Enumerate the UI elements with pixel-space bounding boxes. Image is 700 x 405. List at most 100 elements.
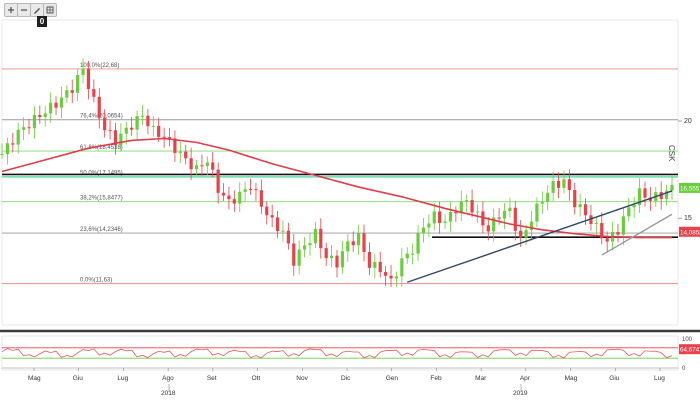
candle-body <box>135 116 139 130</box>
candle-body <box>583 204 588 216</box>
time-label: Ott <box>252 375 261 382</box>
time-label: Ago <box>162 375 174 382</box>
zoom-in-button[interactable] <box>4 3 18 17</box>
candle-body <box>259 190 263 207</box>
candle-body <box>32 114 37 129</box>
candle-body <box>292 243 296 266</box>
fib-level-label: 0,0%(11,63) <box>80 278 112 284</box>
candle-body <box>346 241 350 252</box>
candle-body <box>70 90 74 93</box>
candle-body <box>524 230 528 238</box>
candle-body <box>130 127 134 130</box>
candle-body <box>324 248 328 259</box>
zoom-out-button[interactable] <box>17 3 31 17</box>
candle-body <box>340 251 345 268</box>
candle-body <box>594 223 598 225</box>
candle-body <box>562 179 566 188</box>
candle-body <box>59 97 64 108</box>
candle-body <box>367 251 372 268</box>
fib-level-label: 61,8%(18,4538) <box>80 145 123 151</box>
price-tag-label: 16,555 <box>680 185 700 192</box>
candle-body <box>265 206 269 216</box>
candle-body <box>286 230 290 244</box>
candle-body <box>238 191 242 204</box>
candle-body <box>556 180 561 188</box>
candle-body <box>621 216 625 235</box>
candle-body <box>416 233 420 254</box>
candle-body <box>81 68 85 76</box>
moving-average-line <box>1 137 672 239</box>
candle-body <box>270 215 274 218</box>
candle-body <box>421 227 426 234</box>
candle-body <box>551 180 555 193</box>
candle-body <box>178 151 182 153</box>
candle-body <box>157 125 161 137</box>
trendline <box>601 213 673 256</box>
candle-body <box>319 228 323 249</box>
candle-body <box>308 243 312 246</box>
candle-body <box>103 117 107 131</box>
draw-button[interactable] <box>30 3 44 17</box>
candle-body <box>281 230 285 232</box>
candle-body <box>632 204 636 208</box>
candle-body <box>108 130 112 132</box>
pencil-icon <box>34 8 40 14</box>
candle-body <box>5 143 10 155</box>
candle-body <box>529 221 534 231</box>
year-label: 2018 <box>161 390 176 397</box>
candle-body <box>216 169 220 193</box>
candle-body <box>49 102 53 114</box>
candle-body <box>378 261 382 273</box>
candle-body <box>459 201 463 214</box>
candle-body <box>357 233 361 246</box>
candle-body <box>189 158 193 170</box>
price-tag <box>679 226 700 237</box>
candle-body <box>400 258 404 277</box>
candle-body <box>513 207 517 231</box>
candle-body <box>578 204 582 208</box>
candle-body <box>384 272 388 276</box>
candle-body <box>92 89 96 97</box>
y-tick-label: 20 <box>684 118 692 125</box>
price-tag-label: 14,0858 <box>680 229 700 236</box>
candle-body <box>502 211 507 219</box>
candle-body <box>302 245 307 250</box>
candle-body <box>443 221 447 224</box>
candle-body <box>540 201 544 204</box>
rsi-tick-label: 100 <box>682 337 693 343</box>
candle-body <box>648 197 652 201</box>
time-label: Giu <box>73 375 84 382</box>
grid-button[interactable] <box>43 3 57 17</box>
fib-level-label: 50,0%(17,1495) <box>80 170 123 176</box>
candle-body <box>492 217 496 232</box>
candle-body <box>65 90 69 98</box>
candle-body <box>508 207 512 212</box>
candle-body <box>173 138 177 153</box>
candle-body <box>297 249 301 266</box>
rsi-value-label: 64,6747 <box>680 347 700 354</box>
grid-icon <box>46 6 54 14</box>
candle-body <box>519 230 523 238</box>
candle-body <box>497 217 501 219</box>
candle-body <box>254 189 258 191</box>
candle-body <box>664 190 669 199</box>
time-label: Feb <box>430 375 442 382</box>
candle-body <box>567 179 571 191</box>
candle-body <box>659 192 663 199</box>
candle-body <box>54 102 58 108</box>
candle-body <box>11 143 15 145</box>
indicator-count-badge[interactable]: 0 <box>37 16 47 27</box>
candle-body <box>43 113 47 118</box>
candle-body <box>232 199 236 204</box>
candle-body <box>243 189 247 192</box>
candle-body <box>124 127 128 134</box>
candle-body <box>335 255 339 268</box>
candle-body <box>605 238 609 242</box>
candle-body <box>351 241 355 246</box>
candle-body <box>167 137 172 139</box>
candle-body <box>16 129 20 145</box>
candle-body <box>140 115 145 117</box>
candle-body <box>432 211 436 224</box>
